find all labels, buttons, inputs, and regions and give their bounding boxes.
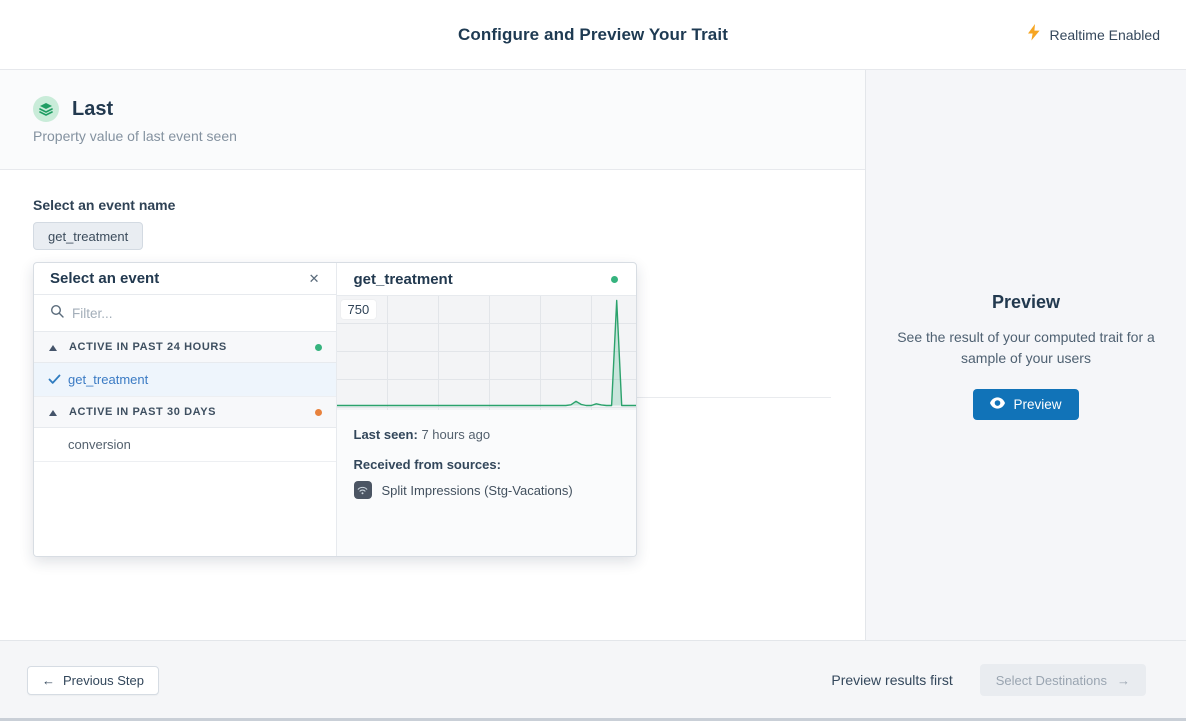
preview-button[interactable]: Preview — [973, 389, 1079, 420]
collapse-icon[interactable] — [49, 338, 57, 356]
trait-config-panel: Last Property value of last event seen S… — [0, 70, 865, 640]
trait-name: Last — [72, 98, 114, 120]
event-detail-header: get_treatment — [336, 263, 636, 296]
last-seen-line: Last seen: 7 hours ago — [354, 427, 620, 442]
lightning-icon — [1027, 24, 1041, 46]
event-item-label: get_treatment — [68, 372, 149, 387]
status-dot-orange — [314, 408, 322, 416]
search-icon — [50, 304, 64, 323]
popover-title: Select an event — [50, 270, 160, 287]
close-icon[interactable]: ✕ — [308, 271, 320, 286]
event-group-label: ACTIVE IN PAST 30 DAYS — [69, 406, 217, 418]
previous-step-label: Previous Step — [63, 673, 144, 688]
event-list-column: Select an event ✕ ACTIVE IN PAST 24 HOUR… — [34, 263, 337, 556]
layers-icon — [33, 96, 59, 122]
main-area: Last Property value of last event seen S… — [0, 70, 1186, 640]
select-destinations-label: Select Destinations — [995, 672, 1107, 688]
event-volume-sparkline — [336, 299, 636, 407]
event-volume-chart: 750 — [336, 296, 636, 410]
page-header: Configure and Preview Your Trait Realtim… — [0, 0, 1186, 70]
y-axis-max-label: 750 — [340, 300, 377, 319]
trait-description: Property value of last event seen — [33, 128, 237, 144]
trait-header-band: Last Property value of last event seen — [0, 70, 865, 170]
filter-row — [34, 295, 336, 332]
event-item-label: conversion — [68, 437, 131, 452]
event-select-popover: Select an event ✕ ACTIVE IN PAST 24 HOUR… — [33, 262, 637, 557]
event-item-conversion[interactable]: conversion — [34, 428, 336, 462]
arrow-right-icon: → — [1117, 672, 1130, 688]
preview-button-label: Preview — [1013, 397, 1062, 412]
source-wifi-icon — [353, 481, 372, 499]
last-seen-label: Last seen: — [353, 427, 418, 442]
last-seen-value: 7 hours ago — [421, 427, 491, 442]
realtime-status: Realtime Enabled — [1027, 0, 1160, 70]
arrow-left-icon: ← — [42, 673, 55, 688]
preview-title: Preview — [991, 292, 1061, 312]
realtime-label: Realtime Enabled — [1049, 27, 1160, 43]
event-list-empty-space — [34, 462, 336, 556]
sources-label: Received from sources: — [353, 457, 501, 472]
event-select-label: Select an event name — [33, 197, 176, 213]
preview-sidebar: Preview See the result of your computed … — [865, 70, 1186, 640]
window-bottom-edge — [0, 718, 1186, 721]
previous-step-button[interactable]: ← Previous Step — [27, 666, 159, 695]
preview-description: See the result of your computed trait fo… — [897, 329, 1155, 366]
event-detail-column: get_treatment 750 Last seen: 7 hours ago… — [336, 263, 636, 556]
popover-header: Select an event ✕ — [34, 263, 336, 295]
page-title: Configure and Preview Your Trait — [458, 24, 728, 44]
filter-input[interactable] — [72, 305, 320, 321]
select-destinations-button[interactable]: Select Destinations → — [979, 664, 1146, 696]
selected-event-chip[interactable]: get_treatment — [33, 222, 144, 250]
status-dot-green — [314, 343, 322, 351]
event-group-30d[interactable]: ACTIVE IN PAST 30 DAYS — [34, 397, 336, 428]
eye-icon — [990, 397, 1006, 412]
status-dot-green — [611, 275, 618, 283]
event-group-24h[interactable]: ACTIVE IN PAST 24 HOURS — [34, 332, 336, 363]
event-detail-info: Last seen: 7 hours ago Received from sou… — [336, 410, 636, 556]
source-name: Split Impressions (Stg-Vacations) — [381, 482, 573, 498]
footer-hint: Preview results first — [831, 672, 953, 688]
event-item-get-treatment[interactable]: get_treatment — [34, 363, 336, 397]
footer-bar: ← Previous Step Preview results first Se… — [0, 640, 1186, 718]
event-group-label: ACTIVE IN PAST 24 HOURS — [69, 341, 227, 353]
collapse-icon[interactable] — [49, 403, 57, 421]
check-icon — [48, 374, 61, 385]
background-divider — [637, 397, 831, 398]
event-detail-title: get_treatment — [353, 270, 453, 288]
source-row: Split Impressions (Stg-Vacations) — [353, 481, 620, 499]
